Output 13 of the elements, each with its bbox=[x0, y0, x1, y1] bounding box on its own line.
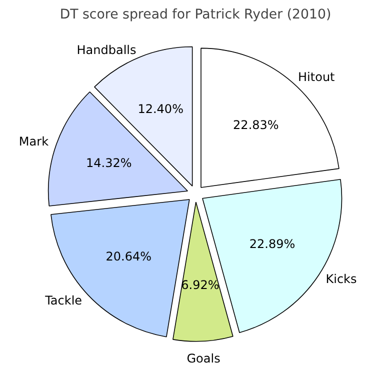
data-label: 22.89% bbox=[249, 237, 296, 252]
data-label: 20.64% bbox=[106, 250, 152, 264]
slice-label: Mark bbox=[18, 134, 49, 149]
slice-label: Kicks bbox=[326, 272, 357, 286]
slice-label: Handballs bbox=[76, 43, 136, 58]
chart-title: DT score spread for Patrick Ryder (2010) bbox=[60, 8, 332, 22]
slice-label: Goals bbox=[186, 351, 220, 366]
slice-label: Tackle bbox=[44, 293, 82, 308]
slice-label: Hitout bbox=[298, 70, 336, 84]
data-label: 14.32% bbox=[86, 156, 132, 170]
data-label: 6.92% bbox=[181, 278, 220, 292]
data-label: 12.40% bbox=[138, 102, 184, 116]
data-label: 22.83% bbox=[233, 118, 279, 132]
